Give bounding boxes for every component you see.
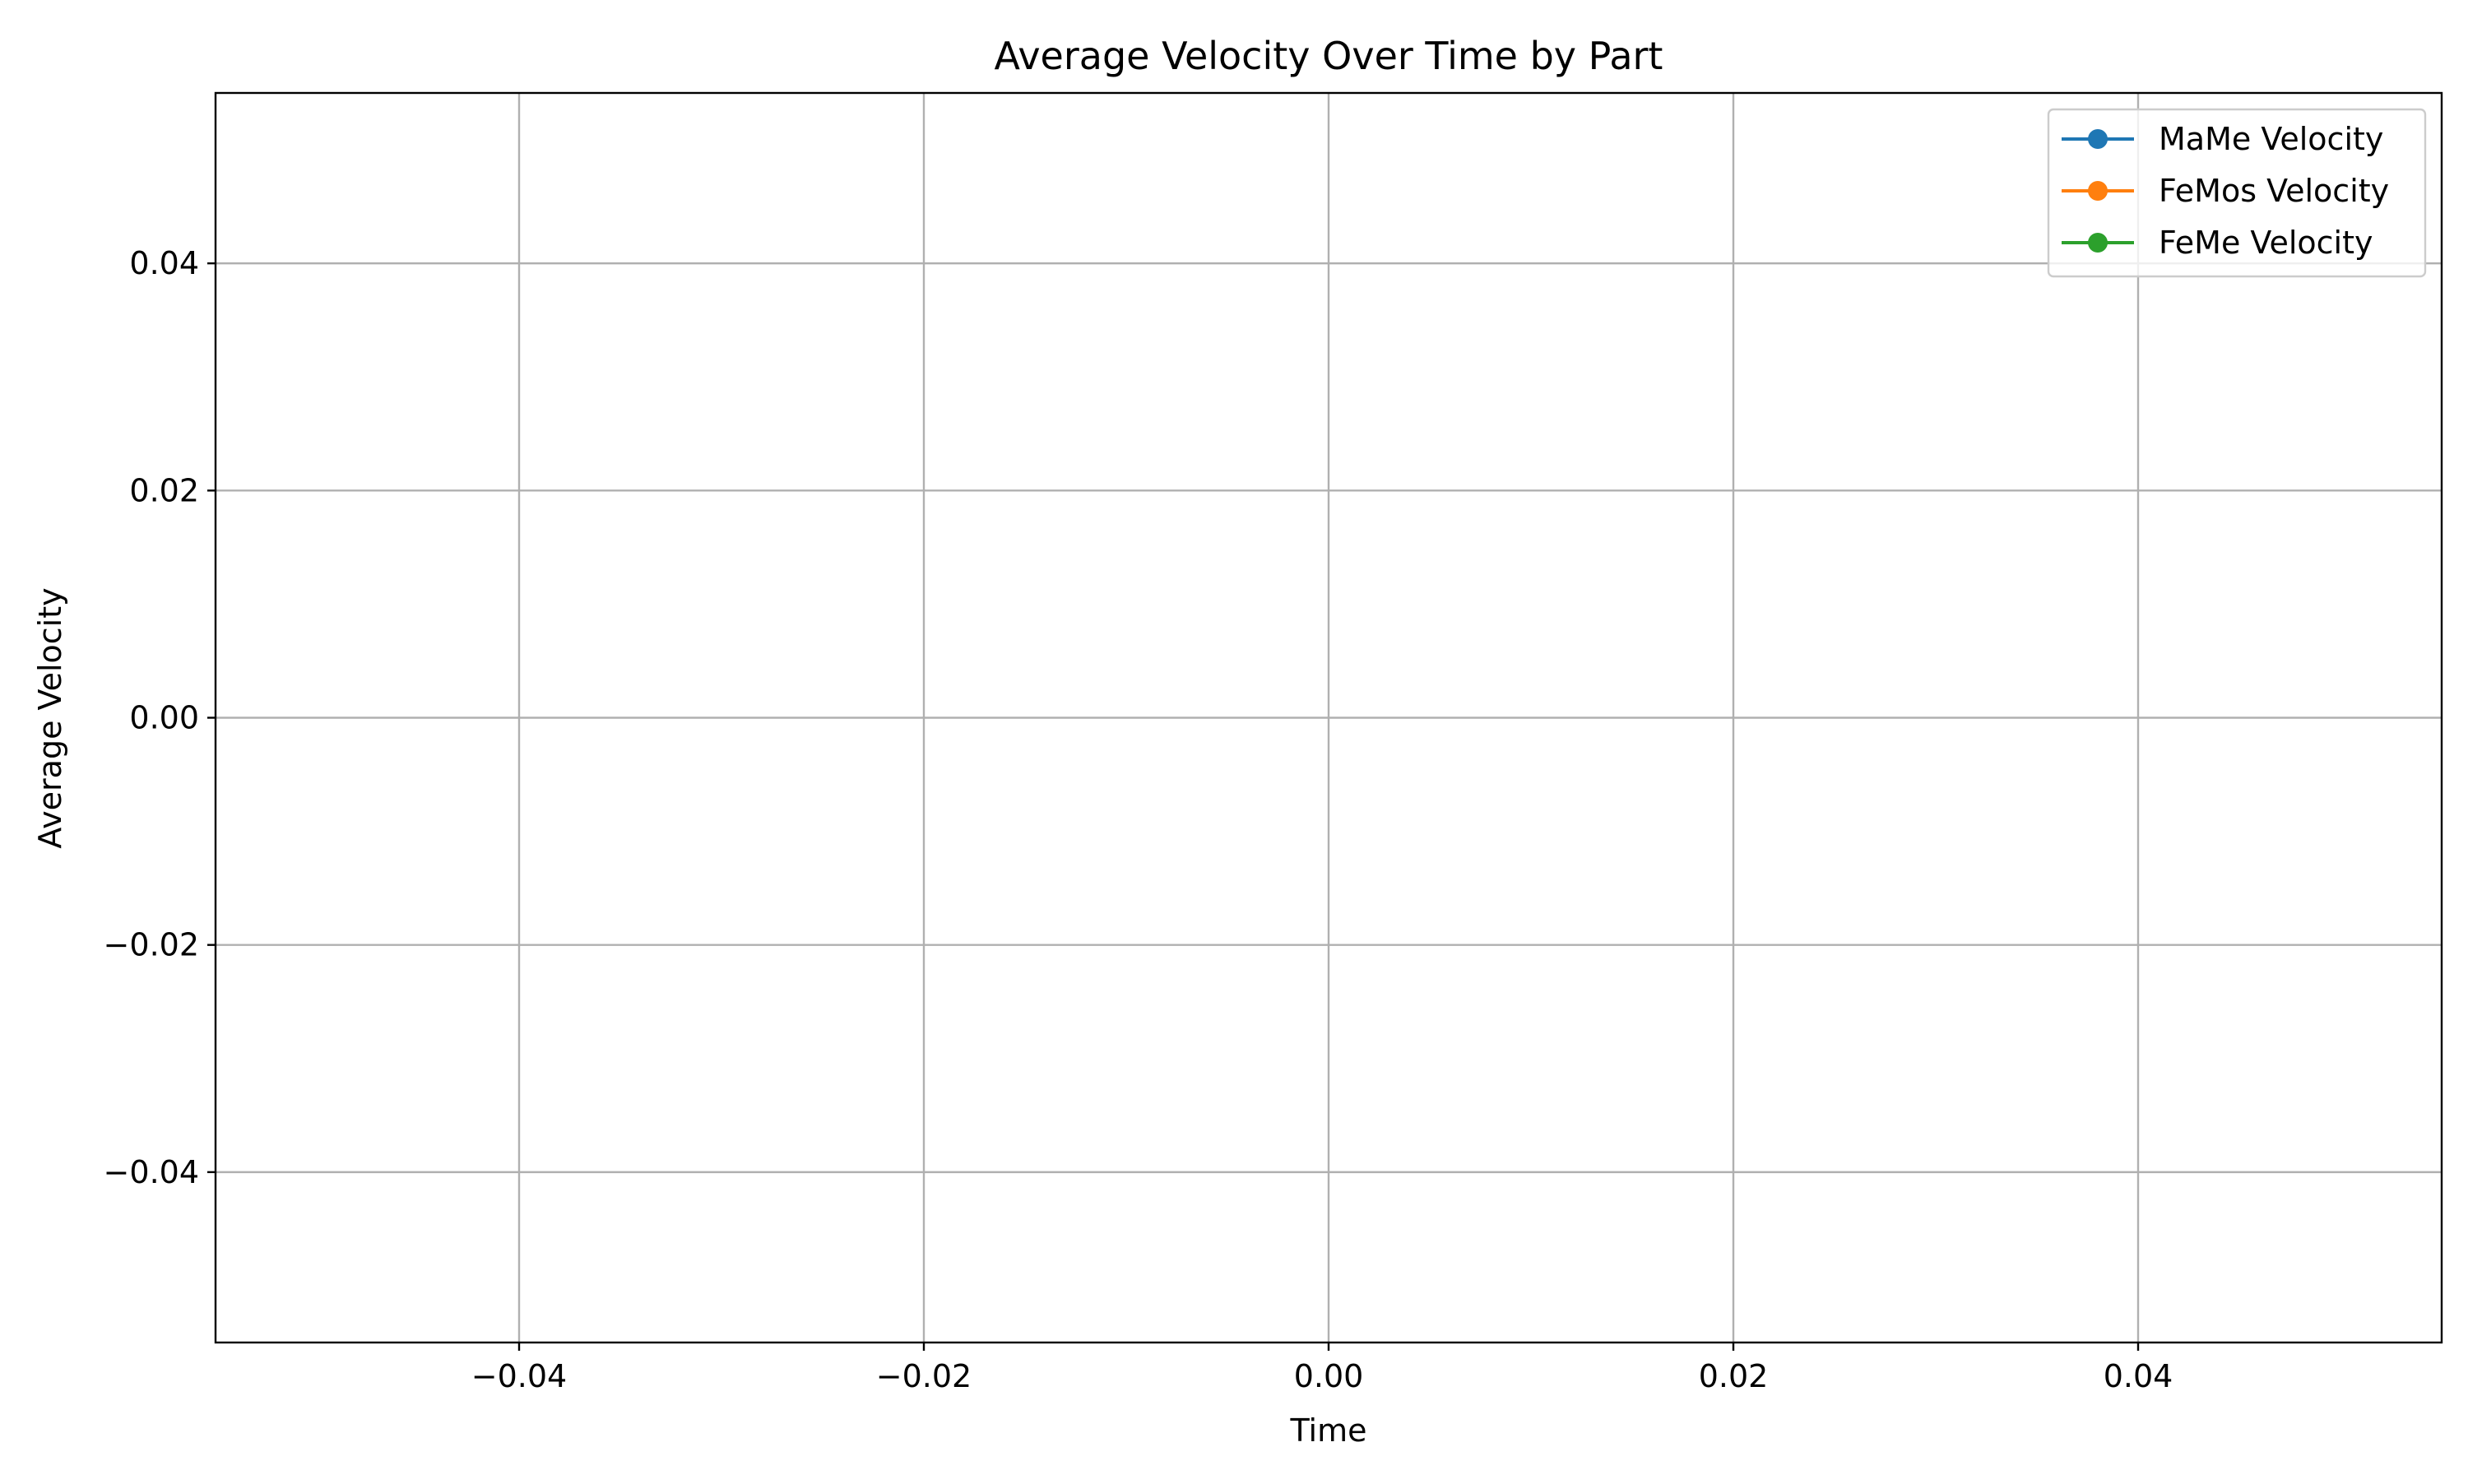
legend-label: FeMos Velocity xyxy=(2159,173,2389,209)
x-axis-label: Time xyxy=(1290,1412,1367,1449)
y-tick-label: −0.02 xyxy=(104,927,199,963)
legend-label: FeMe Velocity xyxy=(2159,225,2373,261)
y-axis-label: Average Velocity xyxy=(32,587,68,848)
y-tick-label: −0.04 xyxy=(104,1154,199,1190)
chart-title: Average Velocity Over Time by Part xyxy=(995,34,1663,78)
x-tick-label: 0.02 xyxy=(1699,1358,1769,1394)
x-tick-label: 0.00 xyxy=(1294,1358,1364,1394)
legend-marker xyxy=(2088,129,2108,149)
y-tick-label: 0.02 xyxy=(129,472,199,508)
x-tick-label: −0.04 xyxy=(471,1358,567,1394)
legend-marker xyxy=(2088,233,2108,253)
x-tick-label: −0.02 xyxy=(876,1358,972,1394)
legend: MaMe Velocity FeMos Velocity FeMe Velocity xyxy=(2047,108,2427,278)
legend-marker xyxy=(2088,181,2108,201)
y-tick-label: 0.04 xyxy=(129,245,199,281)
legend-label: MaMe Velocity xyxy=(2159,121,2383,157)
legend-box xyxy=(2047,108,2427,278)
x-tick-label: 0.04 xyxy=(2104,1358,2173,1394)
y-axis-ticks: −0.04 −0.02 0.00 0.02 0.04 xyxy=(104,245,216,1190)
y-tick-label: 0.00 xyxy=(129,700,199,736)
x-axis-ticks: −0.04 −0.02 0.00 0.02 0.04 xyxy=(471,1343,2173,1394)
